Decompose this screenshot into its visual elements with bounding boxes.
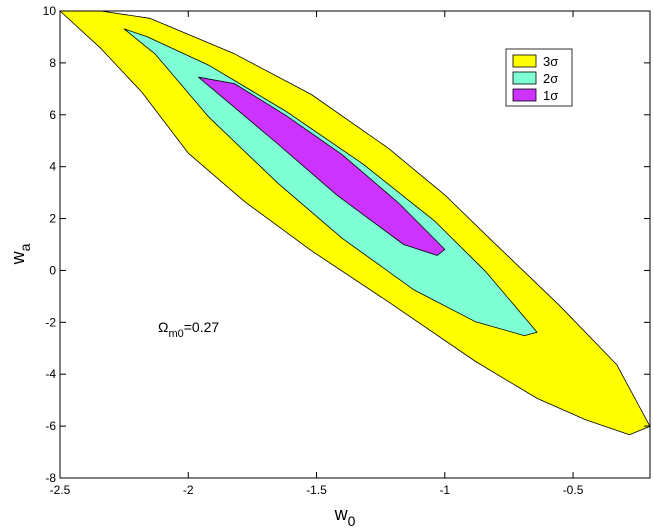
legend: 3σ 2σ 1σ [505,48,573,107]
y-tick-label: 8 [49,56,56,70]
y-tick-label: -2 [45,315,56,329]
y-tick-label: 10 [43,4,57,18]
y-tick-label: -6 [45,419,56,433]
x-tick-label: -2.5 [50,483,71,497]
y-tick-label: 2 [49,212,56,226]
legend-swatch-1sigma [512,88,537,102]
x-tick-label: -0.5 [563,483,584,497]
axes [59,10,651,479]
x-axis-label-main: w [334,504,349,524]
y-tick-label: -4 [45,367,56,381]
contour-1sigma [198,76,446,256]
legend-swatch-2sigma [512,71,537,85]
x-tick-label: -1.5 [306,483,327,497]
x-axis-label: w0 [334,504,356,529]
x-tick-label: -2 [183,483,194,497]
legend-label-3sigma: 3σ [543,54,558,69]
omega-value: =0.27 [184,319,220,335]
contour-regions [59,10,651,436]
tick-marks [59,10,650,479]
y-axis-label: wa [8,243,33,265]
omega-subscript: m0 [168,328,183,340]
y-tick-label: 6 [49,108,56,122]
y-axis-label-main: w [8,250,28,265]
omega-symbol: Ω [158,319,168,335]
y-tick-label: 0 [49,263,56,277]
legend-swatch-3sigma [512,54,537,68]
legend-label-1sigma: 1σ [543,88,558,103]
x-axis-label-sub: 0 [348,513,356,529]
tick-labels: -2.5 -2 -1.5 -1 -0.5 -8 -6 -4 -2 0 2 4 6 8 10 [43,4,584,497]
plot-frame [59,10,651,479]
y-tick-label: 4 [49,160,56,174]
omega-annotation: Ωm0=0.27 [158,319,219,340]
y-tick-label: -8 [45,471,56,485]
y-axis-label-sub: a [17,243,33,251]
x-tick-label: -1 [439,483,450,497]
legend-label-2sigma: 2σ [543,71,558,86]
